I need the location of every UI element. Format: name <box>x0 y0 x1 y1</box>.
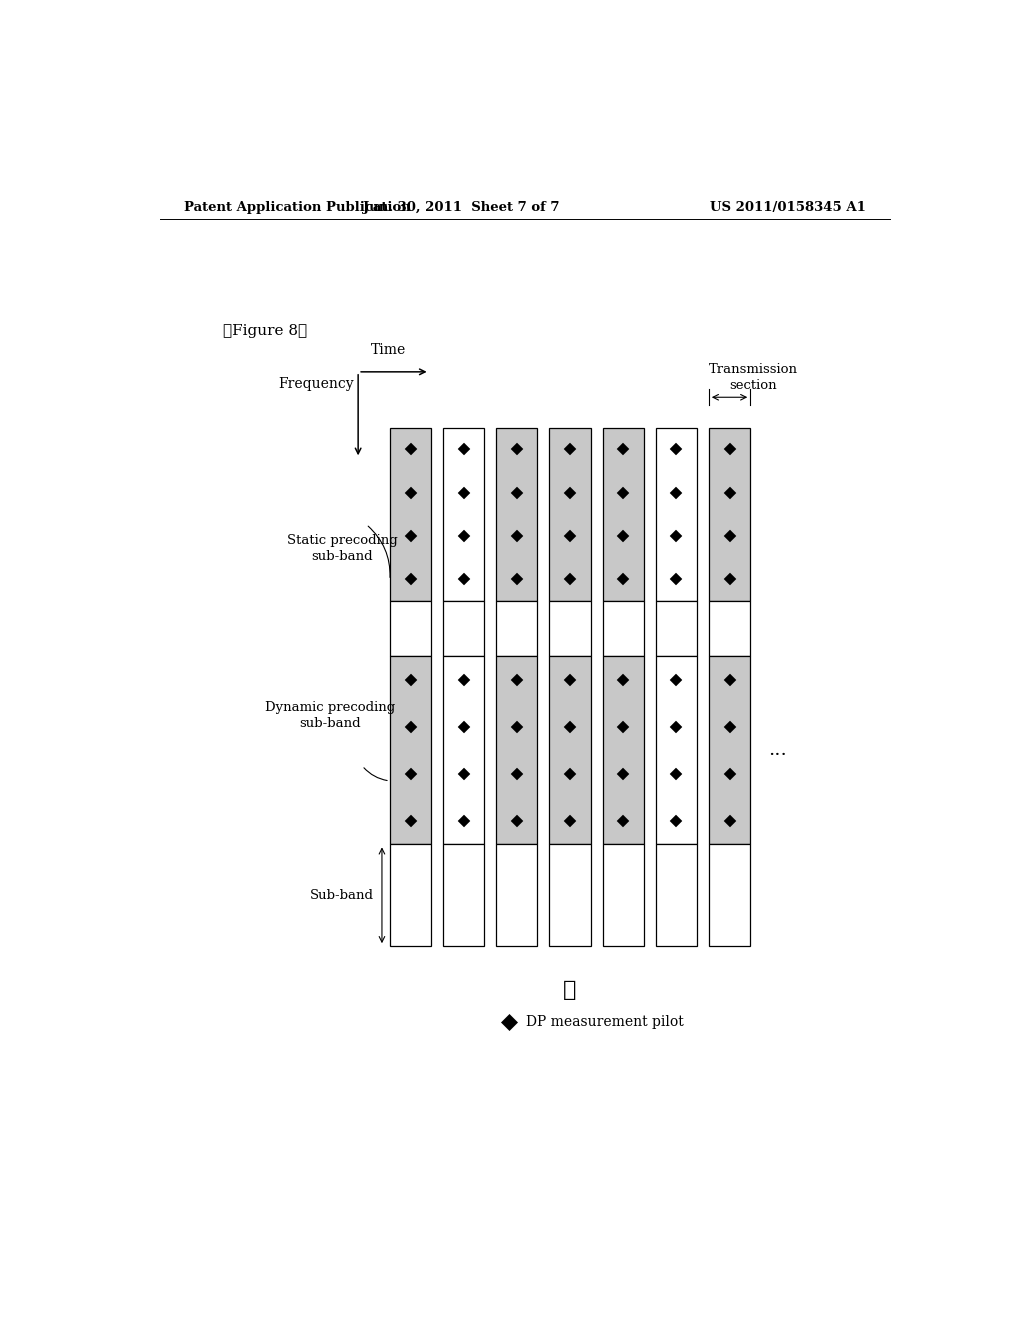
Bar <box>602 656 644 845</box>
Bar <box>602 428 644 601</box>
Bar <box>655 601 697 656</box>
Text: Sub-band: Sub-band <box>310 888 374 902</box>
Bar <box>550 656 591 845</box>
Text: Patent Application Publication: Patent Application Publication <box>183 201 411 214</box>
Bar <box>443 845 484 946</box>
Bar <box>550 845 591 946</box>
Bar <box>443 428 484 601</box>
Text: Dynamic precoding
sub-band: Dynamic precoding sub-band <box>265 701 395 730</box>
Bar <box>497 845 538 946</box>
Bar <box>443 656 484 845</box>
Text: Jun. 30, 2011  Sheet 7 of 7: Jun. 30, 2011 Sheet 7 of 7 <box>364 201 559 214</box>
Bar <box>655 656 697 845</box>
Text: Frequency: Frequency <box>279 378 354 391</box>
Bar <box>709 845 751 946</box>
Bar <box>709 428 751 601</box>
Bar <box>602 601 644 656</box>
Bar <box>390 428 431 601</box>
Text: ⋮: ⋮ <box>563 978 577 1001</box>
Bar <box>602 845 644 946</box>
Bar <box>655 428 697 601</box>
Bar <box>709 601 751 656</box>
Bar <box>655 845 697 946</box>
Text: 【Figure 8】: 【Figure 8】 <box>223 325 307 338</box>
Bar <box>550 601 591 656</box>
Bar <box>390 601 431 656</box>
Text: Static precoding
sub-band: Static precoding sub-band <box>287 535 397 564</box>
Bar <box>709 656 751 845</box>
Bar <box>443 601 484 656</box>
Text: US 2011/0158345 A1: US 2011/0158345 A1 <box>711 201 866 214</box>
Bar <box>390 845 431 946</box>
Bar <box>497 601 538 656</box>
Bar <box>497 656 538 845</box>
Text: DP measurement pilot: DP measurement pilot <box>526 1015 684 1030</box>
Text: Transmission
section: Transmission section <box>709 363 798 392</box>
Bar <box>550 428 591 601</box>
Bar <box>390 656 431 845</box>
Text: ...: ... <box>768 742 786 759</box>
Bar <box>497 428 538 601</box>
Text: Time: Time <box>371 343 406 356</box>
